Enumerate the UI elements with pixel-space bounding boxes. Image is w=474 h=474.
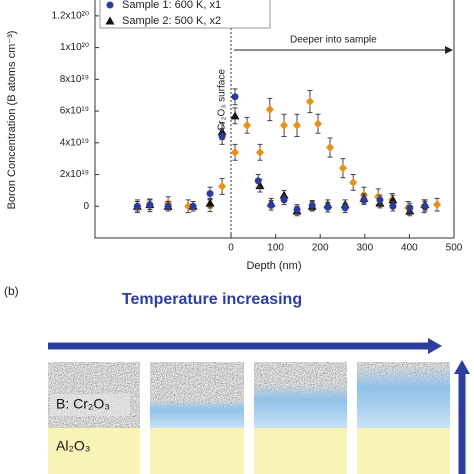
legend — [99, 0, 271, 29]
diagram: (b) Temperature increasing B: Cr₂O₃ Al₂O₃ — [4, 284, 470, 474]
data-point — [218, 181, 227, 191]
data-point — [338, 163, 347, 173]
al2o3-layer — [48, 428, 140, 474]
data-point — [231, 147, 240, 157]
annotation: Deeper into sample — [290, 35, 377, 46]
x-tick-label: 500 — [446, 243, 463, 254]
al2o3-layer — [357, 428, 450, 474]
data-point — [206, 190, 214, 198]
y-tick-label: 6x10¹⁹ — [60, 106, 89, 117]
data-point — [305, 97, 314, 107]
plot-frame — [94, 0, 455, 239]
x-tick-label: 300 — [356, 243, 373, 254]
al2o3-layer — [150, 428, 244, 474]
y-tick-label: 0 — [83, 201, 89, 212]
x-axis-label: Depth (nm) — [246, 260, 301, 272]
data-point — [267, 201, 275, 209]
boron-diffusion — [254, 384, 347, 428]
data-point — [293, 205, 301, 213]
data-point — [280, 120, 289, 130]
label-bg — [50, 394, 130, 416]
data-point — [218, 132, 226, 140]
data-point — [256, 147, 265, 157]
data-point — [205, 198, 215, 207]
data-point — [313, 119, 322, 129]
y-tick-label: 2x10¹⁹ — [60, 169, 89, 180]
chart: Deeper into sample Cr₂O₃ surface Depth (… — [6, 0, 463, 272]
data-point — [133, 202, 141, 210]
layer-label: B: Cr₂O₃ — [56, 396, 110, 412]
data-point — [265, 104, 274, 114]
data-point — [106, 1, 114, 9]
data-point — [293, 120, 302, 130]
data-point — [360, 196, 368, 204]
y-tick-label: 4x10¹⁹ — [60, 137, 89, 148]
data-point — [254, 177, 262, 185]
data-point — [389, 202, 397, 210]
y-axis-label: Boron Concentration (B atoms cm⁻³) — [6, 31, 18, 210]
data-point — [308, 201, 316, 209]
boron-diffusion — [357, 366, 450, 428]
data-point — [421, 202, 429, 210]
data-point — [349, 177, 358, 187]
data-point — [230, 111, 240, 120]
legend-label: Sample 1: 600 K, x1 — [122, 0, 221, 11]
data-point — [189, 202, 197, 210]
y-tick-label: 1x10²⁰ — [60, 42, 89, 53]
x-tick-label: 100 — [267, 243, 284, 254]
data-point — [406, 204, 414, 212]
data-point — [105, 16, 115, 25]
annotation: Cr₂O₃ surface — [217, 69, 228, 131]
boron-diffusion — [150, 400, 244, 428]
data-point — [433, 200, 442, 210]
panel-label: (b) — [4, 284, 19, 298]
data-point — [341, 204, 349, 212]
x-tick-label: 200 — [312, 243, 329, 254]
arrow-label: Temperature increasing — [122, 291, 302, 308]
data-point — [146, 201, 154, 209]
data-point — [164, 202, 172, 210]
arrow-head — [428, 338, 442, 354]
y-tick-label: 1.2x10²⁰ — [52, 11, 89, 22]
data-point — [280, 196, 288, 204]
x-tick-label: 400 — [401, 243, 418, 254]
legend-label: Sample 2: 500 K, x2 — [122, 15, 221, 27]
data-point — [324, 203, 332, 211]
x-tick-label: 0 — [228, 243, 234, 254]
data-point — [231, 93, 239, 101]
data-point — [376, 196, 384, 204]
al2o3-layer — [254, 428, 347, 474]
layer-label: Al₂O₃ — [56, 438, 90, 454]
data-point — [243, 120, 252, 130]
data-point — [326, 143, 335, 153]
y-tick-label: 8x10¹⁹ — [60, 74, 89, 85]
arrow-head — [454, 360, 470, 374]
